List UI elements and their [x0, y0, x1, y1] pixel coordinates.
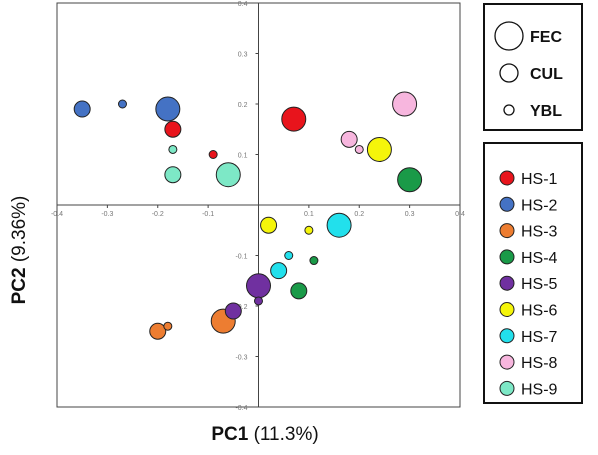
color-legend-label: HS-2 [521, 197, 558, 214]
data-point-hs-2 [73, 100, 91, 118]
y-tick-label: -0.4 [235, 405, 247, 412]
color-legend-swatch [499, 328, 515, 344]
color-legend-label: HS-3 [521, 224, 558, 241]
axes: -0.4 -0.3 -0.2 -0.1 0.1 0.2 0.3 0.4 0.4 0.3 0.2 0.1… [51, 1, 465, 412]
color-legend-swatch [499, 302, 515, 317]
x-axis-label-suffix: (11.3%) [253, 424, 319, 445]
data-point-hs-8 [354, 144, 364, 154]
color-legend-swatch [499, 223, 515, 239]
y-axis-label: PC2 (9.36%) [0, 120, 40, 380]
color-legend-swatch [499, 170, 515, 186]
color-legend-swatch [499, 249, 515, 265]
y-axis-label-prefix: PC2 [9, 267, 30, 305]
data-point-hs-6 [260, 216, 278, 234]
color-legend: HS-1 HS-2 HS-3 HS-4 HS-5 HS-6 HS-7 HS-8 HS-9 [499, 170, 558, 398]
color-legend-swatch [499, 196, 515, 212]
data-point-hs-7 [270, 262, 288, 280]
x-axis-label-prefix: PC1 [211, 424, 249, 445]
data-point-hs-1 [281, 106, 307, 132]
x-tick-label: 0.4 [455, 211, 465, 218]
x-axis-label: PC1 (11.3%) [200, 424, 330, 446]
y-tick-label: 0.2 [238, 102, 248, 109]
y-axis-label-suffix: (9.36%) [9, 195, 30, 263]
data-point-hs-4 [309, 256, 319, 266]
data-point-hs-3 [149, 322, 167, 340]
color-legend-label: HS-8 [521, 355, 558, 372]
size-legend-circle [494, 21, 524, 51]
data-point-hs-8 [392, 91, 418, 117]
data-point-hs-7 [326, 212, 352, 238]
color-legend-label: HS-4 [521, 250, 558, 267]
data-point-hs-5 [246, 273, 271, 299]
data-point-hs-9 [164, 166, 182, 184]
y-tick-label: 0.3 [238, 52, 248, 59]
y-tick-label: -0.3 [235, 355, 247, 362]
y-tick-label: -0.1 [235, 254, 247, 261]
size-legend-circle [503, 104, 515, 116]
color-legend-label: HS-7 [521, 329, 558, 346]
x-tick-label: 0.3 [405, 211, 415, 218]
y-tick-label: -0.2 [235, 304, 247, 311]
size-legend-label: YBL [530, 103, 562, 120]
data-point-hs-4 [397, 167, 423, 193]
color-legend-label: HS-9 [521, 381, 558, 398]
data-points [73, 91, 423, 340]
color-legend-label: HS-5 [521, 276, 558, 293]
data-point-hs-9 [215, 162, 241, 188]
color-legend-swatch [499, 354, 515, 370]
x-tick-label: 0.2 [354, 211, 364, 218]
data-point-hs-5 [224, 302, 242, 320]
data-point-hs-5 [254, 296, 263, 306]
data-point-hs-2 [155, 96, 181, 122]
x-tick-label: -0.4 [51, 211, 63, 218]
color-legend-swatch [499, 380, 515, 396]
size-legend-label: FEC [530, 29, 562, 46]
data-point-hs-6 [366, 136, 392, 162]
color-legend-swatch [499, 275, 515, 291]
data-point-hs-3 [163, 321, 173, 331]
color-legend-label: HS-1 [521, 171, 558, 188]
y-tick-label: 0.4 [238, 1, 248, 8]
data-point-hs-4 [290, 282, 308, 300]
data-point-hs-1 [208, 150, 218, 159]
y-tick-label: 0.1 [238, 153, 248, 160]
size-legend-label: CUL [530, 66, 563, 83]
x-tick-label: -0.1 [202, 211, 214, 218]
size-legend-circle [499, 63, 519, 83]
data-point-hs-1 [164, 120, 182, 138]
size-legend: FEC CUL YBL [494, 21, 563, 120]
data-point-hs-8 [340, 130, 358, 148]
data-point-hs-2 [117, 99, 127, 109]
color-legend-label: HS-6 [521, 303, 558, 320]
x-tick-label: -0.3 [101, 211, 113, 218]
x-tick-label: -0.2 [152, 211, 164, 218]
x-tick-label: 0.1 [304, 211, 314, 218]
data-point-hs-9 [168, 144, 178, 154]
data-point-hs-7 [284, 251, 294, 260]
data-point-hs-6 [304, 225, 314, 235]
